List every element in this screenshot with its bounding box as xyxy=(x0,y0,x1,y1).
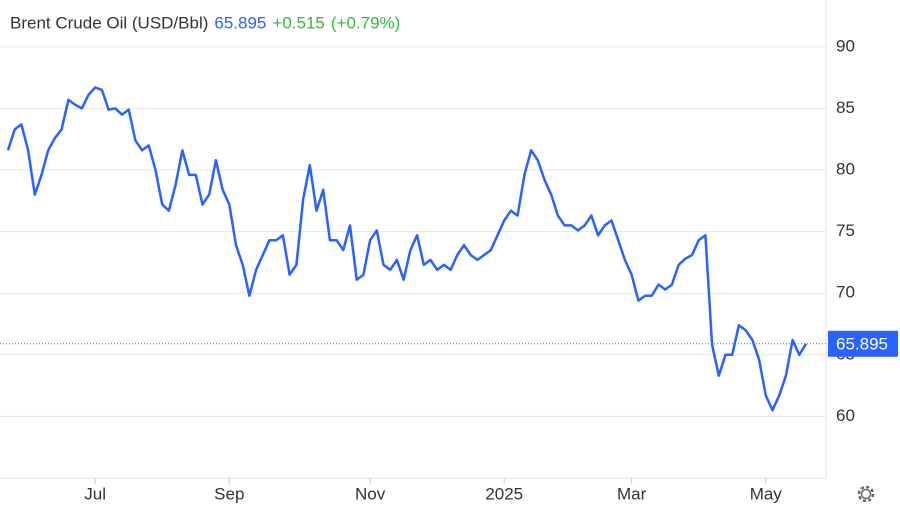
change: +0.515 xyxy=(272,13,324,32)
x-tick-label: 2025 xyxy=(485,484,523,503)
price-tag xyxy=(828,330,898,357)
x-tick-label: Sep xyxy=(214,484,244,503)
y-tick-label: 85 xyxy=(836,98,855,117)
y-tick-label: 80 xyxy=(836,159,855,178)
y-tick-label: 90 xyxy=(836,36,855,55)
x-tick-label: Mar xyxy=(617,484,647,503)
x-tick-label: Nov xyxy=(355,484,386,503)
price-tag-label: 65.895 xyxy=(836,334,888,353)
y-tick-label: 70 xyxy=(836,283,855,302)
x-tick-label: Jul xyxy=(84,484,106,503)
y-tick-label: 60 xyxy=(836,406,855,425)
change-percent: (+0.79%) xyxy=(331,13,400,32)
price-line xyxy=(6,86,808,412)
y-tick-label: 75 xyxy=(836,221,855,240)
settings-icon[interactable] xyxy=(857,485,875,503)
price: 65.895 xyxy=(214,13,266,32)
chart-title: Brent Crude Oil (USD/Bbl) xyxy=(10,13,208,32)
x-tick-label: May xyxy=(750,484,783,503)
